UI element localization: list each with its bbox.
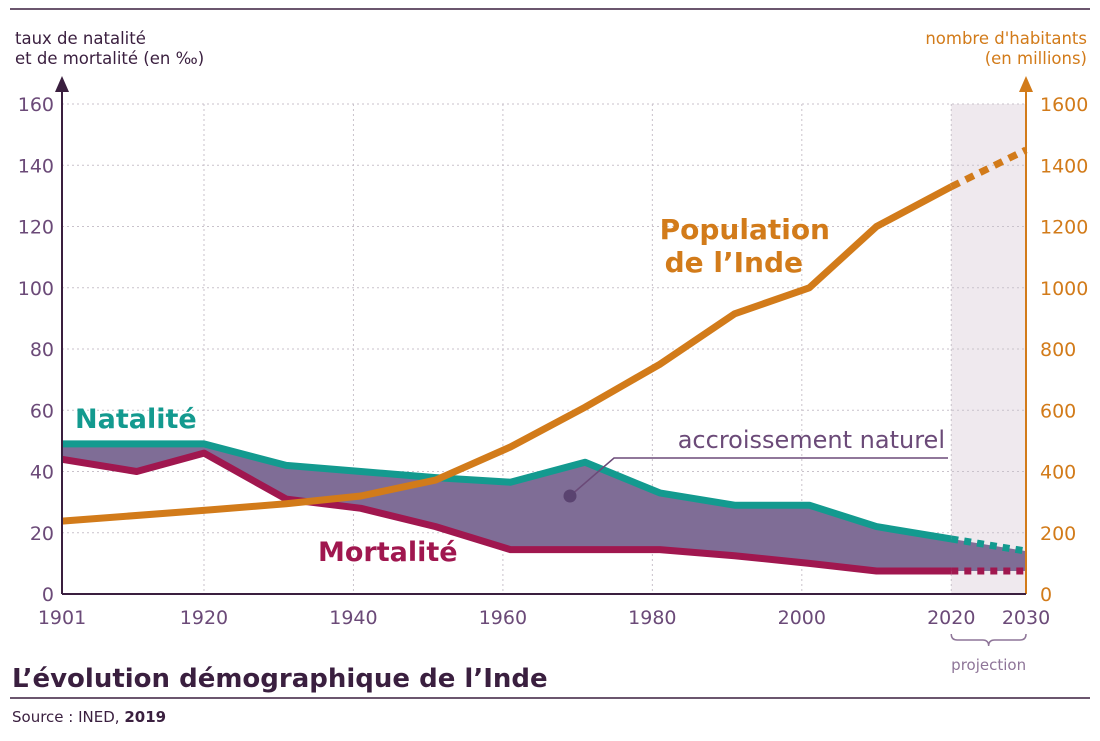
series-projection-population: [949, 146, 1028, 190]
tick-label-right: 800: [1040, 339, 1076, 361]
tick-label-x: 2030: [1002, 607, 1050, 629]
tick-label-x: 2000: [778, 607, 826, 629]
source-prefix: Source : INED,: [12, 708, 124, 726]
tick-label-left: 140: [18, 155, 54, 177]
natural-increase-area: [62, 443, 1026, 571]
source-year: 2019: [124, 708, 166, 726]
right-axis-arrow: [1019, 76, 1033, 92]
projection-label: projection: [951, 656, 1026, 674]
tick-label-right: 200: [1040, 523, 1076, 545]
tick-label-right: 0: [1040, 584, 1052, 606]
tick-label-left: 120: [18, 217, 54, 239]
tick-label-right: 600: [1040, 400, 1076, 422]
tick-label-right: 1600: [1040, 94, 1088, 116]
left-tick-labels: 0 20 40 60 80 100 120 140 160: [18, 94, 54, 606]
tick-label-left: 60: [30, 400, 54, 422]
series-line-population: [61, 183, 953, 525]
tick-label-x: 2020: [927, 607, 975, 629]
series-label-mortalite: Mortalité: [318, 537, 458, 568]
left-axis-arrow: [55, 76, 69, 92]
series-label-natalite: Natalité: [75, 404, 197, 435]
left-axis-title-line2: et de mortalité (en ‰): [15, 49, 204, 68]
right-axis-title-line2: (en millions): [985, 49, 1087, 68]
tick-label-x: 1940: [329, 607, 377, 629]
tick-label-x: 1901: [38, 607, 86, 629]
annotation-dot: [563, 489, 577, 503]
left-axis-title-line1: taux de natalité: [15, 29, 146, 48]
tick-label-left: 160: [18, 94, 54, 116]
series-label-population-line2: de l’Inde: [665, 246, 803, 279]
series-line-mortalite: [61, 449, 952, 575]
tick-label-left: 40: [30, 462, 54, 484]
tick-label-right: 1200: [1040, 217, 1088, 239]
tick-label-right: 400: [1040, 462, 1076, 484]
tick-label-right: 1400: [1040, 155, 1088, 177]
projection-bracket: [950, 633, 1027, 647]
tick-label-x: 1920: [180, 607, 228, 629]
annotation-leader-line: [569, 457, 948, 497]
right-axis-title-line1: nombre d'habitants: [925, 29, 1087, 48]
source-note: Source : INED, 2019: [12, 708, 166, 726]
x-tick-labels: 1901 1920 1940 1960 1980 2000 2020 2030: [38, 607, 1050, 629]
annotation-accroissement-naturel: accroissement naturel: [678, 426, 945, 454]
tick-label-left: 20: [30, 523, 54, 545]
tick-label-left: 80: [30, 339, 54, 361]
tick-label-right: 1000: [1040, 278, 1088, 300]
tick-label-left: 100: [18, 278, 54, 300]
tick-label-left: 0: [42, 584, 54, 606]
tick-label-x: 1960: [479, 607, 527, 629]
chart-title: L’évolution démographique de l’Inde: [12, 664, 548, 694]
series-line-natalite: [62, 440, 952, 543]
tick-label-x: 1980: [628, 607, 676, 629]
right-tick-labels: 0 200 400 600 800 1000 1200 1400 1600: [1040, 94, 1088, 606]
series-label-population-line1: Population: [660, 213, 830, 246]
